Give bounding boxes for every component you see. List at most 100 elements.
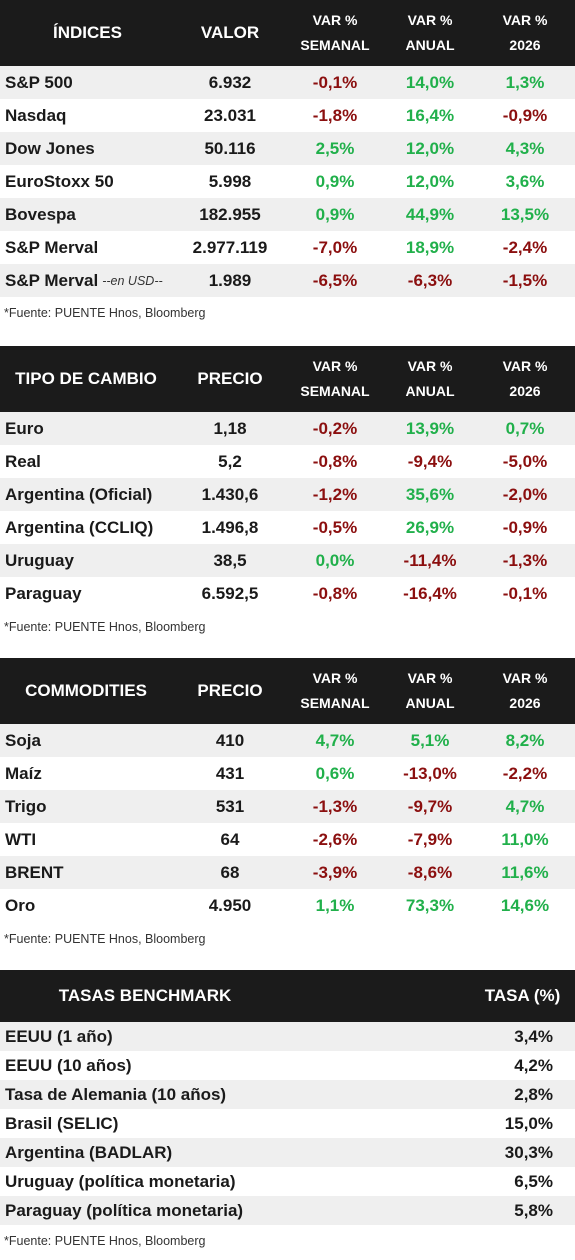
row-name: S&P Merval [5,231,98,264]
row-name: EEUU (1 año) [5,1026,113,1046]
row-annual-change: 35,6% [405,484,455,504]
commodities-rows: Soja 410 4,7% 5,1% 8,2% Maíz 431 0,6% -13,0% -2,2… [0,724,575,922]
table-row: Nasdaq 23.031 -1,8% 16,4% -0,9% [0,99,575,132]
row-weekly-change: 1,1% [315,895,355,915]
row-annual-change: 5,1% [410,730,450,750]
commodities-header-value: PRECIO [197,681,263,700]
fx-rows: Euro 1,18 -0,2% 13,9% 0,7% Real 5,2 -0,8% -9,4% -… [0,412,575,610]
row-weekly-change: 4,7% [315,730,355,750]
row-name-label: Argentina (CCLIQ) [5,517,154,537]
table-row: Euro 1,18 -0,2% 13,9% 0,7% [0,412,575,445]
row-ytd-change: 0,7% [505,418,545,438]
row-name: Oro [5,889,35,922]
table-row: Brasil (SELIC) 15,0% [0,1109,575,1138]
commodities-header-weekly: VAR % SEMANAL [300,670,370,711]
row-name: EEUU (10 años) [5,1055,132,1075]
row-annual-change: 73,3% [405,895,455,915]
row-annual-change: 18,9% [405,237,455,257]
row-name-label: WTI [5,829,37,849]
row-rate: 30,3% [504,1142,553,1162]
table-row: Maíz 431 0,6% -13,0% -2,2% [0,757,575,790]
row-name: Dow Jones [5,132,95,165]
row-weekly-change: -0,1% [312,72,358,92]
table-row: Bovespa 182.955 0,9% 44,9% 13,5% [0,198,575,231]
row-value: 2.977.119 [192,237,268,257]
row-name-label: Maíz [5,763,42,783]
row-rate: 4,2% [514,1055,553,1075]
table-row: Trigo 531 -1,3% -9,7% 4,7% [0,790,575,823]
fx-header-value: PRECIO [197,369,263,388]
row-name-label: Paraguay [5,583,82,603]
row-name: EuroStoxx 50 [5,165,114,198]
row-ytd-change: -1,3% [502,550,548,570]
indices-header-value: VALOR [200,23,260,42]
row-name: Bovespa [5,198,76,231]
table-row: Soja 410 4,7% 5,1% 8,2% [0,724,575,757]
indices-header-name: ÍNDICES [53,23,122,42]
row-value: 531 [215,796,245,816]
commodities-header: COMMODITIES PRECIO VAR % SEMANAL VAR % ANU… [0,658,575,724]
row-weekly-change: -7,0% [312,237,358,257]
row-ytd-change: 3,6% [505,171,545,191]
row-rate: 5,8% [514,1200,553,1220]
rates-table: TASAS BENCHMARK TASA (%) EEUU (1 año) 3,4… [0,970,575,1248]
row-name-label: Argentina (Oficial) [5,484,153,504]
row-weekly-change: -1,8% [312,105,358,125]
row-ytd-change: 4,3% [505,138,545,158]
row-value: 64 [220,829,240,849]
table-row: Real 5,2 -0,8% -9,4% -5,0% [0,445,575,478]
indices-rows: S&P 500 6.932 -0,1% 14,0% 1,3% Nasdaq 23.031 -1… [0,66,575,297]
row-value: 68 [220,862,240,882]
row-annual-change: -13,0% [403,763,457,783]
row-rate: 2,8% [514,1084,553,1104]
row-ytd-change: 11,0% [501,829,549,849]
row-ytd-change: -5,0% [502,451,548,471]
row-name: Argentina (Oficial) [5,478,152,511]
commodities-header-ytd: VAR % 2026 [502,670,548,711]
row-name: Uruguay [5,544,74,577]
row-value: 5,2 [218,451,242,471]
row-annual-change: 16,4% [405,105,455,125]
table-row: Dow Jones 50.116 2,5% 12,0% 4,3% [0,132,575,165]
row-ytd-change: 8,2% [505,730,545,750]
table-row: S&P Merval 2.977.119 -7,0% 18,9% -2,4% [0,231,575,264]
table-row: Argentina (BADLAR) 30,3% [0,1138,575,1167]
row-annual-change: -9,4% [407,451,453,471]
row-value: 182.955 [199,204,261,224]
table-row: Argentina (CCLIQ) 1.496,8 -0,5% 26,9% -0,9% [0,511,575,544]
row-rate: 3,4% [514,1026,553,1046]
row-value: 1,18 [213,418,247,438]
fx-header-annual: VAR % ANUAL [405,358,455,399]
row-name-label: Nasdaq [5,105,67,125]
row-ytd-change: -2,0% [502,484,548,504]
row-name: Trigo [5,790,47,823]
row-annual-change: -11,4% [403,550,457,570]
row-ytd-change: 11,6% [501,862,549,882]
row-ytd-change: 14,6% [500,895,550,915]
row-value: 1.430,6 [201,484,259,504]
row-annual-change: -8,6% [407,862,453,882]
row-name-label: Oro [5,895,36,915]
row-name: WTI [5,823,36,856]
commodities-table: COMMODITIES PRECIO VAR % SEMANAL VAR % ANU… [0,658,575,946]
row-value: 6.592,5 [201,583,259,603]
row-value: 431 [215,763,245,783]
row-name: Argentina (BADLAR) [5,1142,173,1162]
row-name: BRENT [5,856,64,889]
row-name: Euro [5,412,44,445]
row-value: 1.496,8 [201,517,259,537]
table-row: EEUU (1 año) 3,4% [0,1022,575,1051]
row-rate: 15,0% [504,1113,553,1133]
row-weekly-change: -1,2% [312,484,358,504]
row-ytd-change: -2,4% [502,237,548,257]
row-ytd-change: -1,5% [502,270,548,290]
rates-source: *Fuente: PUENTE Hnos, Bloomberg [4,1234,206,1248]
row-weekly-change: 0,6% [315,763,355,783]
fx-header-name: TIPO DE CAMBIO [15,369,157,388]
row-weekly-change: -1,3% [312,796,358,816]
row-annual-change: -16,4% [403,583,457,603]
row-ytd-change: -0,9% [502,105,548,125]
table-row: EuroStoxx 50 5.998 0,9% 12,0% 3,6% [0,165,575,198]
indices-source: *Fuente: PUENTE Hnos, Bloomberg [4,306,206,320]
row-name: Brasil (SELIC) [5,1113,119,1133]
